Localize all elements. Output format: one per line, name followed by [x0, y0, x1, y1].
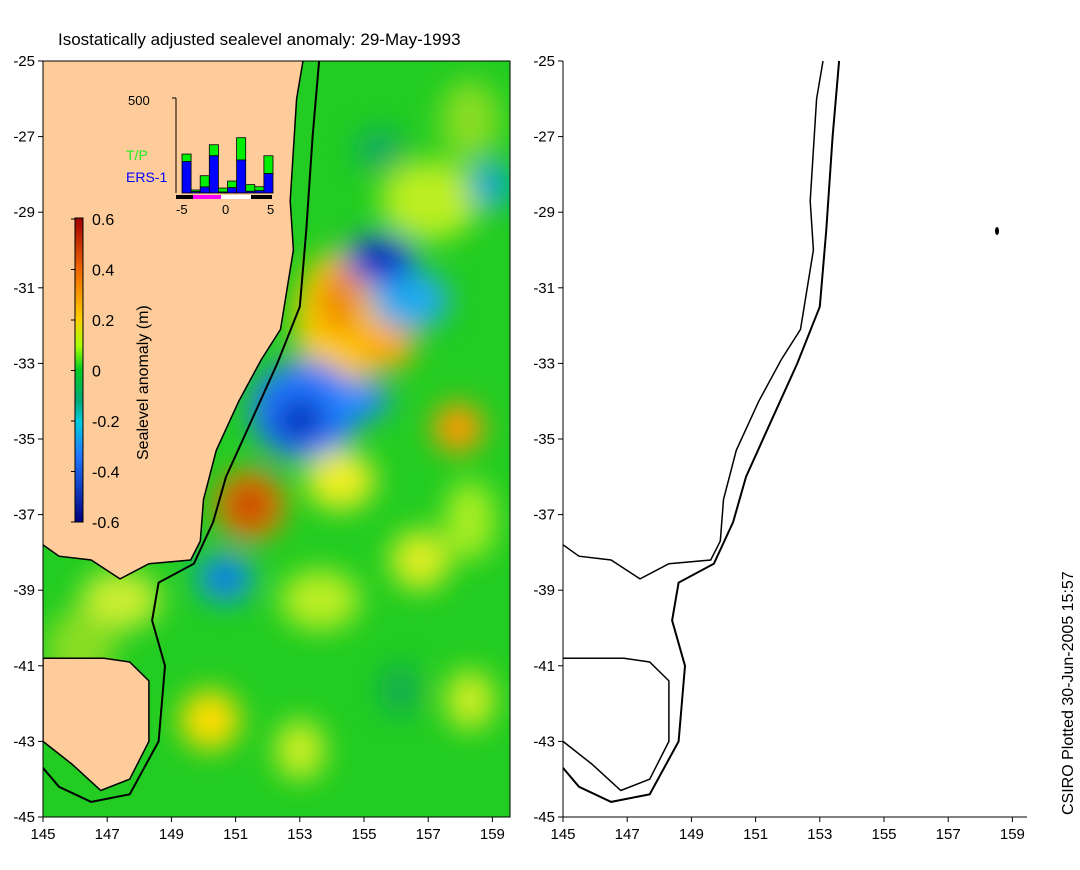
- bar-ers: [245, 190, 256, 194]
- y-tick-label: -35: [533, 431, 555, 448]
- shelf-contour: [43, 61, 321, 803]
- bar-ers: [254, 190, 265, 194]
- bar-tp: [245, 184, 256, 192]
- y-tick-label: -43: [533, 733, 555, 750]
- colorbar-tick-label: 0.2: [92, 313, 114, 330]
- x-tick-label: 155: [351, 826, 376, 843]
- bar-tp: [208, 144, 219, 157]
- legend-ers: ERS-1: [126, 169, 167, 185]
- anomaly-map: [43, 61, 510, 817]
- y-tick-label: -41: [533, 658, 555, 675]
- inset-x-tick: 5: [267, 202, 274, 217]
- y-tick-label: -37: [13, 507, 35, 524]
- colorbar-scale: [74, 217, 84, 523]
- bar-tp: [254, 186, 265, 192]
- inset-x-tick: 0: [222, 202, 229, 217]
- x-tick-label: 149: [159, 826, 184, 843]
- legend-tp: T/P: [126, 147, 148, 163]
- lord-howe-island: [995, 227, 999, 235]
- x-tick-label: 147: [615, 826, 640, 843]
- colorbar-label: Sealevel anomaly (m): [135, 305, 152, 460]
- time-window-future: [221, 195, 251, 199]
- x-tick-label: 145: [550, 826, 575, 843]
- y-tick-label: -29: [533, 204, 555, 221]
- coastline: [43, 61, 304, 580]
- bar-tp: [217, 187, 228, 193]
- colorbar-tick-label: 0: [92, 364, 101, 381]
- bar-tp: [227, 180, 238, 189]
- x-tick-label: 145: [30, 826, 55, 843]
- bar-tp: [263, 155, 274, 175]
- y-tick-label: -37: [533, 507, 555, 524]
- colorbar-tick-label: -0.6: [92, 515, 120, 532]
- tasmania-outline: [562, 657, 670, 792]
- shelf-contour-outline: [562, 60, 841, 803]
- bar-ers: [208, 155, 219, 194]
- histogram-inset: 500 T/P ERS-1 -5 0 5: [126, 93, 274, 217]
- y-tick-label: -39: [13, 582, 35, 599]
- y-tick-label: -31: [533, 280, 555, 297]
- y-tick-label: -25: [13, 53, 35, 70]
- figure-title: Isostatically adjusted sealevel anomaly:…: [58, 30, 461, 49]
- y-tick-label: -39: [533, 582, 555, 599]
- x-tick-label: 159: [1000, 826, 1025, 843]
- bar-ers: [236, 159, 247, 194]
- x-tick-label: 153: [287, 826, 312, 843]
- coastline-outline: [562, 60, 824, 580]
- x-tick-label: 155: [871, 826, 896, 843]
- y-tick-label: -43: [13, 733, 35, 750]
- colorbar: 0.6 0.4 0.2 0 -0.2 -0.4 -0.6 Sealevel anomaly …: [71, 212, 152, 532]
- y-tick-label: -35: [13, 431, 35, 448]
- bar-tp: [236, 137, 247, 161]
- x-tick-label: 147: [95, 826, 120, 843]
- y-tick-label: -33: [533, 355, 555, 372]
- bar-ers: [217, 191, 228, 194]
- y-tick-label: -29: [13, 204, 35, 221]
- colorbar-tick-label: 0.4: [92, 263, 114, 280]
- bar-tp: [181, 153, 192, 163]
- bar-ers: [181, 161, 192, 194]
- colorbar-tick-label: -0.2: [92, 414, 120, 431]
- bar-tp: [199, 175, 210, 188]
- y-tick-label: -25: [533, 53, 555, 70]
- x-tick-label: 151: [223, 826, 248, 843]
- inset-y-tick: 500: [128, 93, 150, 108]
- bar-ers: [199, 186, 210, 194]
- y-tick-label: -31: [13, 280, 35, 297]
- bar-ers: [227, 187, 238, 194]
- x-tick-label: 149: [679, 826, 704, 843]
- colorbar-tick-label: 0.6: [92, 212, 114, 229]
- axes: 145 147 149 151 153 155 157 159 -25 -27 -29 -31 -33 -…: [13, 53, 1025, 843]
- x-tick-label: 151: [743, 826, 768, 843]
- bar-ers: [263, 173, 274, 194]
- y-tick-label: -27: [533, 129, 555, 146]
- tasmania: [43, 657, 150, 792]
- x-tick-label: 157: [416, 826, 441, 843]
- y-tick-label: -27: [13, 129, 35, 146]
- x-tick-label: 153: [807, 826, 832, 843]
- x-tick-label: 159: [480, 826, 505, 843]
- inset-x-tick: -5: [176, 202, 188, 217]
- colorbar-tick-label: -0.4: [92, 465, 120, 482]
- time-window-past: [193, 195, 221, 199]
- y-tick-label: -45: [533, 809, 555, 826]
- x-tick-label: 157: [936, 826, 961, 843]
- y-tick-label: -33: [13, 355, 35, 372]
- y-tick-label: -41: [13, 658, 35, 675]
- y-tick-label: -45: [13, 809, 35, 826]
- anomaly-field: [45, 80, 510, 780]
- bar-ers: [190, 191, 201, 194]
- coastline-map: [562, 60, 1027, 818]
